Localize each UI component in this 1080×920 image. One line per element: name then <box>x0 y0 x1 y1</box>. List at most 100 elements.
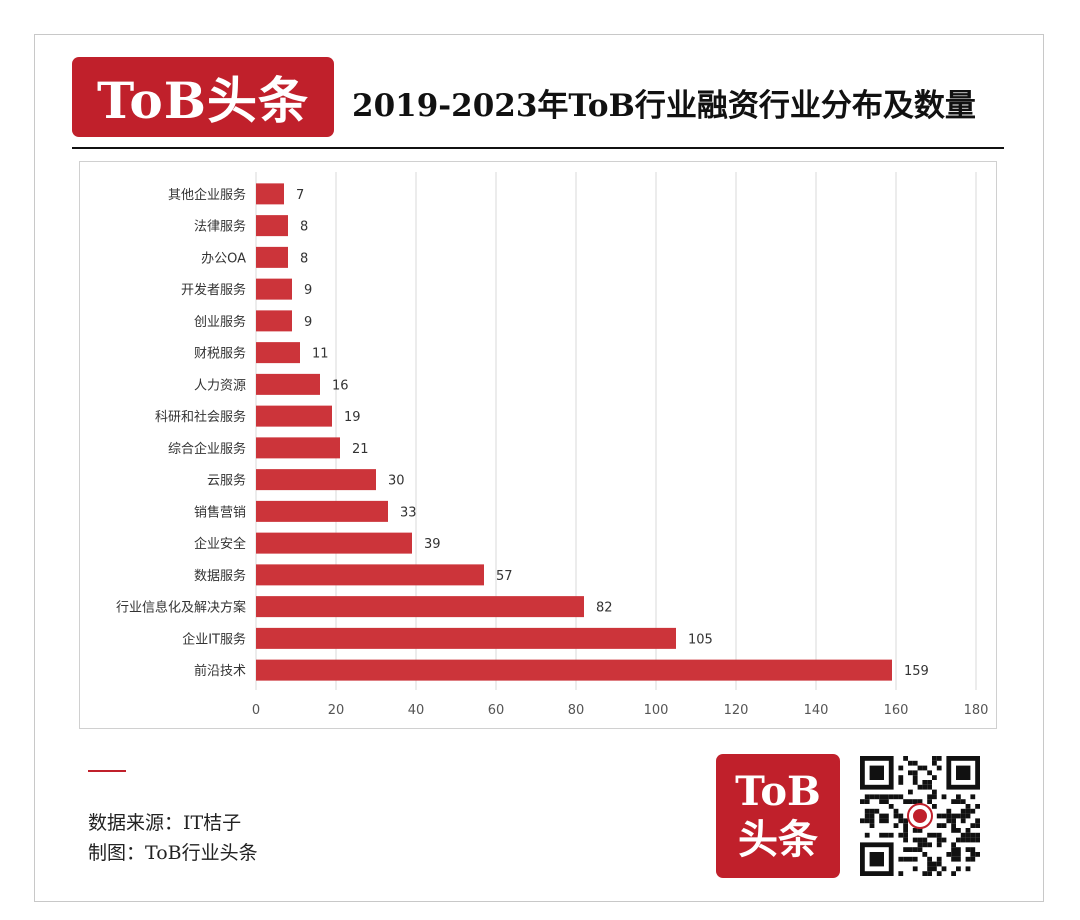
qr-code-icon <box>860 756 980 876</box>
qr-module <box>898 813 904 819</box>
qr-finder <box>869 852 884 867</box>
x-tick-label: 100 <box>644 703 669 718</box>
qr-module <box>864 808 870 814</box>
data-label: 8 <box>300 220 308 235</box>
qr-module <box>951 813 956 819</box>
bar <box>256 183 284 205</box>
qr-module <box>864 813 870 819</box>
qr-module <box>884 818 889 824</box>
qr-module <box>927 861 932 867</box>
category-label: 企业安全 <box>194 536 246 552</box>
qr-module <box>927 794 932 800</box>
qr-module <box>960 837 966 843</box>
qr-module <box>965 856 971 862</box>
qr-module <box>888 832 894 838</box>
data-label: 33 <box>400 505 417 520</box>
qr-module <box>965 847 971 852</box>
qr-module <box>917 842 923 848</box>
qr-module <box>912 770 918 776</box>
qr-module <box>884 832 889 838</box>
qr-module <box>912 775 918 780</box>
qr-module <box>898 794 904 800</box>
qr-module <box>956 799 961 804</box>
qr-module <box>951 842 956 848</box>
qr-module <box>922 837 928 843</box>
qr-module <box>932 861 937 867</box>
qr-module <box>903 847 908 852</box>
qr-module <box>932 756 937 761</box>
qr-module <box>941 866 947 872</box>
qr-module <box>874 808 880 814</box>
chart-container: 0 20 40 60 80 100 120 140 160 180 其他企业服务 7 法律服务 8 办公OA… <box>79 161 997 729</box>
data-label: 39 <box>424 537 441 552</box>
qr-module <box>912 866 918 872</box>
qr-module <box>970 837 976 843</box>
qr-module <box>927 856 932 862</box>
category-label: 其他企业服务 <box>168 187 246 203</box>
qr-module <box>879 799 884 804</box>
category-label: 行业信息化及解决方案 <box>116 600 246 616</box>
qr-module <box>965 828 971 833</box>
qr-module <box>912 828 918 833</box>
bar <box>256 627 676 649</box>
qr-module <box>903 818 908 824</box>
x-tick-label: 160 <box>884 703 909 718</box>
qr-module <box>956 847 961 852</box>
qr-module <box>917 765 923 771</box>
category-label: 财税服务 <box>194 346 246 362</box>
qr-module <box>922 780 928 785</box>
qr-module <box>946 818 952 824</box>
data-label: 9 <box>304 283 312 298</box>
qr-module <box>908 847 913 852</box>
qr-module <box>956 856 961 862</box>
qr-module <box>898 818 904 824</box>
qr-finder <box>956 765 971 780</box>
data-label: 11 <box>312 347 329 362</box>
qr-module <box>960 813 966 819</box>
data-label: 8 <box>300 251 308 266</box>
qr-module <box>922 871 928 876</box>
qr-module <box>956 852 961 857</box>
qr-module <box>946 808 952 814</box>
category-label: 办公OA <box>201 251 246 266</box>
qr-module <box>874 794 880 800</box>
qr-module <box>970 823 976 828</box>
qr-module <box>960 818 966 824</box>
bar <box>256 342 300 364</box>
data-label: 30 <box>388 474 405 489</box>
data-label: 82 <box>596 601 613 616</box>
qr-module <box>932 789 937 795</box>
x-tick-label: 60 <box>488 703 505 718</box>
qr-module <box>927 866 932 872</box>
bar <box>256 596 584 618</box>
qr-module <box>869 808 875 814</box>
x-tick-label: 20 <box>328 703 345 718</box>
qr-module <box>956 813 961 819</box>
qr-module <box>932 794 937 800</box>
qr-module <box>917 847 923 852</box>
x-tick-label: 120 <box>724 703 749 718</box>
data-label: 21 <box>352 442 369 457</box>
data-label: 57 <box>496 569 513 584</box>
data-label: 19 <box>344 410 361 425</box>
qr-module <box>893 813 899 819</box>
qr-module <box>932 804 937 809</box>
qr-module <box>936 823 942 828</box>
qr-module <box>970 794 976 800</box>
data-label: 9 <box>304 315 312 330</box>
qr-module <box>975 832 980 838</box>
bar <box>256 532 412 554</box>
qr-module <box>932 866 937 872</box>
category-label: 云服务 <box>207 473 246 489</box>
qr-module <box>965 808 971 814</box>
qr-module <box>932 832 937 838</box>
qr-module <box>898 871 904 876</box>
qr-module <box>917 799 923 804</box>
footer-brand-logo: ToB 头条 <box>716 754 840 878</box>
qr-module <box>927 871 932 876</box>
qr-module <box>908 799 913 804</box>
qr-module <box>917 828 923 833</box>
chart-title: 2019-2023年ToB行业融资行业分布及数量 <box>352 88 976 124</box>
qr-module <box>912 837 918 843</box>
qr-module <box>922 784 928 790</box>
